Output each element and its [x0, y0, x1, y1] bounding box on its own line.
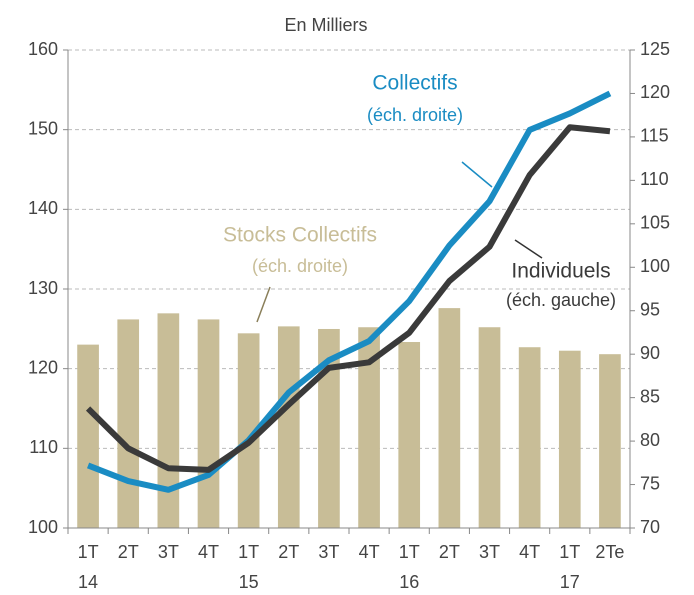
y2-tick-label: 115	[640, 126, 669, 146]
bar	[599, 354, 621, 528]
series-label: Stocks Collectifs	[223, 224, 377, 247]
bar	[558, 350, 581, 528]
bar	[358, 327, 380, 528]
y-tick-label: 120	[28, 357, 58, 377]
y-tick-label: 140	[28, 198, 58, 218]
bar	[237, 333, 260, 528]
x-tick-label: 1T	[238, 542, 259, 562]
x-tick-year: 15	[239, 572, 259, 592]
y2-tick-label: 75	[640, 473, 660, 493]
series-label: Individuels	[511, 260, 610, 283]
y2-tick-label: 70	[640, 517, 660, 537]
x-tick-label: 4T	[519, 542, 540, 562]
series-label: Collectifs	[372, 72, 457, 95]
line	[86, 90, 612, 493]
y-tick-label: 150	[28, 118, 58, 138]
y2-tick-label: 125	[640, 39, 670, 59]
y2-tick-label: 100	[640, 256, 670, 276]
series-note: (éch. droite)	[252, 256, 348, 276]
x-tick-label: 2T	[118, 542, 139, 562]
y-tick-label: 100	[28, 517, 58, 537]
x-tick-label: 4T	[359, 542, 380, 562]
y2-tick-label: 120	[640, 82, 670, 102]
x-tick-label: 4T	[198, 542, 219, 562]
y2-tick-label: 80	[640, 430, 660, 450]
x-tick-label: 2Te	[595, 542, 624, 562]
y2-tick-label: 85	[640, 386, 660, 406]
x-tick-label: 3T	[318, 542, 339, 562]
bar	[438, 308, 461, 528]
series-note: (éch. gauche)	[506, 290, 616, 310]
y-tick-label: 110	[29, 437, 58, 457]
y-tick-label: 160	[28, 39, 58, 59]
x-tick-year: 14	[78, 572, 98, 592]
series-note: (éch. droite)	[367, 105, 463, 125]
bar	[478, 327, 501, 528]
bar	[518, 347, 541, 528]
x-tick-label: 1T	[399, 542, 420, 562]
bar	[157, 313, 180, 528]
y2-tick-label: 110	[640, 169, 669, 189]
y2-tick-label: 95	[640, 299, 660, 319]
bar	[117, 319, 140, 528]
bar	[318, 328, 340, 528]
line	[85, 124, 611, 473]
bar	[77, 344, 99, 528]
bar	[277, 326, 300, 528]
x-tick-label: 3T	[479, 542, 500, 562]
x-tick-label: 2T	[278, 542, 299, 562]
y2-tick-label: 105	[640, 213, 670, 233]
x-tick-label: 1T	[559, 542, 580, 562]
leader-line	[256, 286, 271, 323]
x-tick-label: 3T	[158, 542, 179, 562]
y-tick-label: 130	[28, 278, 58, 298]
leader-line	[461, 161, 493, 188]
bar	[398, 342, 421, 528]
leader-line	[514, 239, 543, 259]
y2-tick-label: 90	[640, 343, 660, 363]
chart-title: En Milliers	[284, 15, 367, 35]
x-tick-year: 16	[399, 572, 419, 592]
x-tick-label: 1T	[78, 542, 99, 562]
bar	[197, 319, 220, 528]
x-tick-label: 2T	[439, 542, 460, 562]
x-tick-year: 17	[560, 572, 580, 592]
